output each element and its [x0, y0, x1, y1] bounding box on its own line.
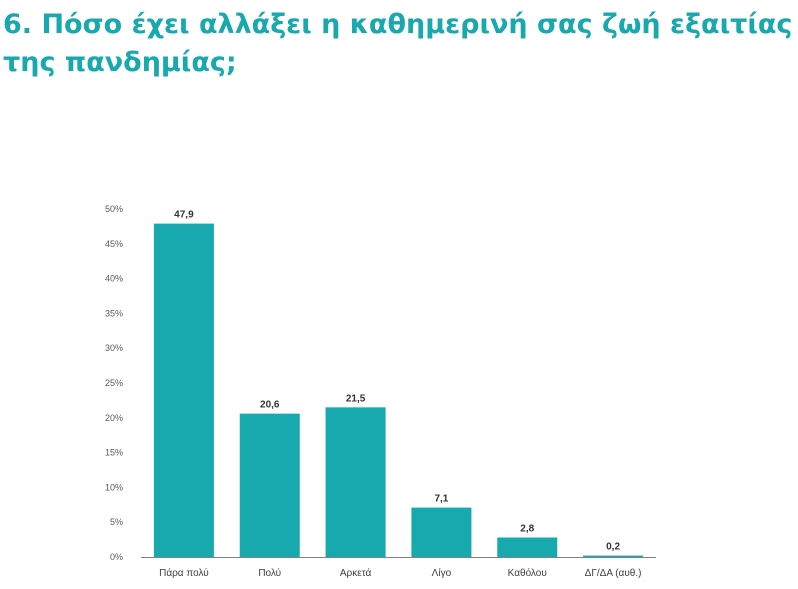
y-tick-label: 45%: [105, 239, 123, 249]
y-tick-label: 5%: [110, 517, 123, 527]
x-tick-label: Πολύ: [258, 567, 281, 579]
page-title: 6. Πόσο έχει αλλάξει η καθημερινή σας ζω…: [3, 9, 793, 78]
bars: [153, 223, 644, 557]
x-tick-label: Καθόλου: [508, 567, 547, 579]
data-label: 2,8: [520, 524, 534, 535]
y-tick-label: 0%: [110, 552, 123, 562]
bar: [583, 555, 644, 557]
bar: [239, 413, 300, 557]
x-tick-label: Πάρα πολύ: [159, 567, 209, 579]
x-tick-label: Αρκετά: [340, 567, 372, 579]
data-label: 20,6: [260, 400, 280, 411]
bar: [411, 507, 472, 557]
bar: [153, 223, 214, 557]
category-labels: Πάρα πολύ Πολύ Αρκετά Λίγο Καθόλου ΔΓ/ΔΑ (αυθ…: [159, 567, 641, 579]
y-axis-ticks: 0% 5% 10% 15% 20% 25% 30% 35% 40% 45% 50%: [105, 204, 123, 562]
y-tick-label: 20%: [105, 413, 123, 423]
x-tick-label: ΔΓ/ΔΑ (αυθ.): [585, 568, 642, 579]
bar: [497, 537, 558, 557]
y-tick-label: 10%: [105, 482, 123, 492]
data-label: 0,2: [606, 542, 620, 553]
y-tick-label: 40%: [105, 274, 123, 284]
y-tick-label: 25%: [105, 378, 123, 388]
data-labels: 47,9 20,6 21,5 7,1 2,8 0,2: [174, 210, 620, 553]
y-tick-label: 35%: [105, 308, 123, 318]
data-label: 47,9: [174, 210, 194, 221]
bar: [325, 407, 386, 557]
data-label: 21,5: [346, 393, 366, 404]
y-tick-label: 30%: [105, 343, 123, 353]
data-label: 7,1: [434, 494, 448, 505]
x-tick-label: Λίγο: [432, 567, 452, 579]
y-tick-label: 50%: [105, 204, 123, 214]
y-tick-label: 15%: [105, 448, 123, 458]
